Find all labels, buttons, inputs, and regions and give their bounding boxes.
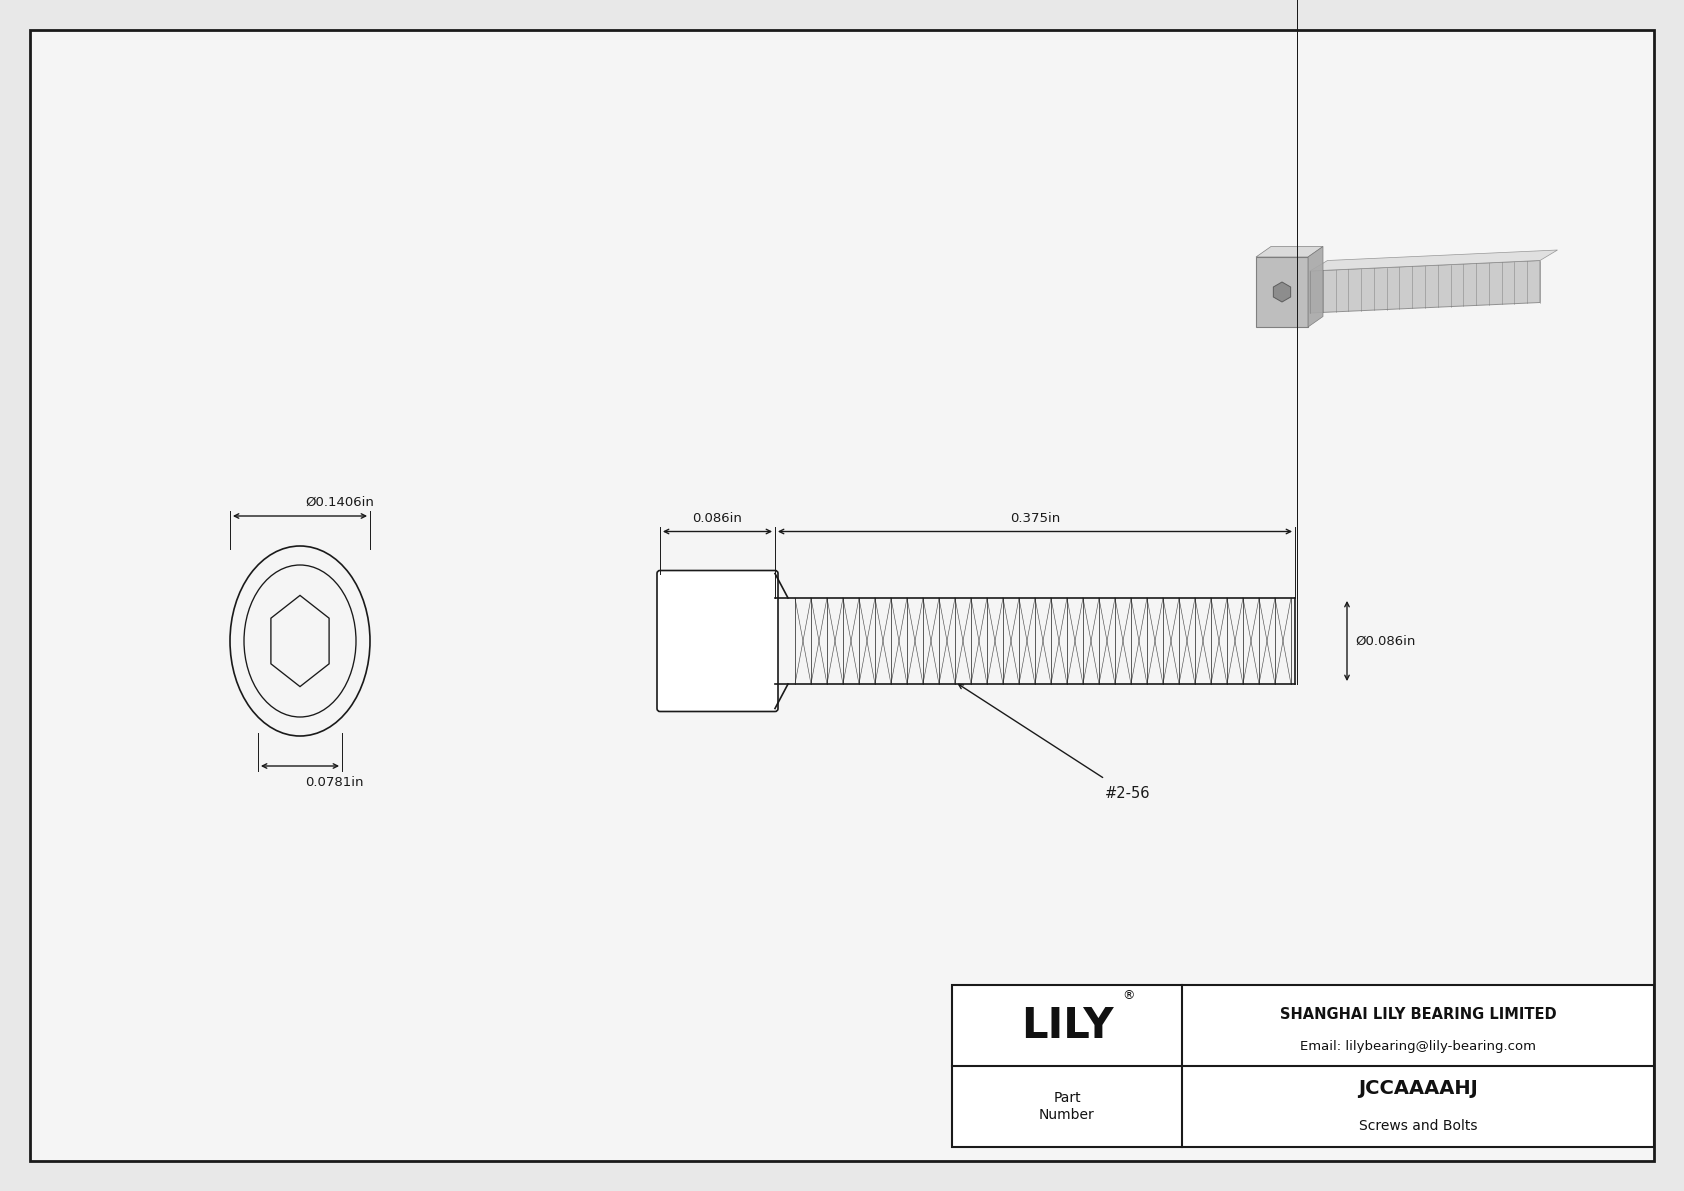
FancyBboxPatch shape <box>657 570 778 711</box>
Polygon shape <box>1273 282 1290 303</box>
FancyBboxPatch shape <box>30 30 1654 1161</box>
Text: 0.375in: 0.375in <box>1010 511 1061 524</box>
Text: Ø0.086in: Ø0.086in <box>1356 635 1415 648</box>
Text: #2-56: #2-56 <box>1105 786 1150 802</box>
Polygon shape <box>1310 250 1558 272</box>
Text: JCCAAAAHJ: JCCAAAAHJ <box>1357 1079 1479 1098</box>
Text: ®: ® <box>1123 989 1135 1002</box>
Polygon shape <box>1310 261 1539 313</box>
Text: Screws and Bolts: Screws and Bolts <box>1359 1118 1477 1133</box>
Text: SHANGHAI LILY BEARING LIMITED: SHANGHAI LILY BEARING LIMITED <box>1280 1006 1556 1022</box>
Text: 0.086in: 0.086in <box>692 511 743 524</box>
FancyBboxPatch shape <box>951 985 1654 1147</box>
Text: Email: lilybearing@lily-bearing.com: Email: lilybearing@lily-bearing.com <box>1300 1040 1536 1053</box>
Text: Ø0.1406in: Ø0.1406in <box>305 495 374 509</box>
Text: LILY: LILY <box>1021 1004 1113 1047</box>
Text: 0.0781in: 0.0781in <box>305 777 364 788</box>
Text: Part
Number: Part Number <box>1039 1091 1095 1122</box>
Polygon shape <box>1256 247 1324 257</box>
Polygon shape <box>1256 257 1308 328</box>
Polygon shape <box>1308 247 1324 328</box>
